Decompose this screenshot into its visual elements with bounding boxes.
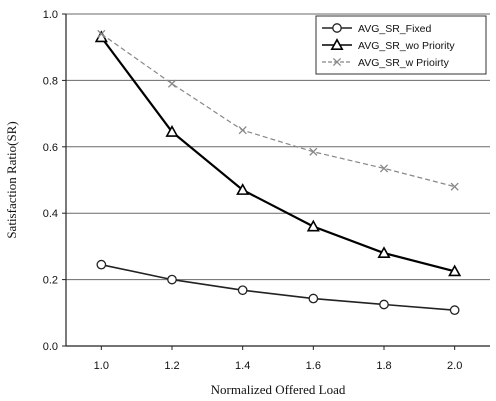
x-tick-label: 1.2 bbox=[164, 360, 179, 372]
data-point bbox=[379, 164, 389, 173]
legend-entry: AVG_SR_wo Priority bbox=[322, 38, 455, 52]
y-tick-label: 0.0 bbox=[43, 341, 58, 353]
data-point bbox=[379, 299, 389, 310]
data-point bbox=[167, 79, 177, 88]
x-tick-label: 1.6 bbox=[306, 360, 321, 372]
series-line bbox=[100, 36, 455, 273]
data-point bbox=[97, 29, 106, 38]
data-point bbox=[165, 125, 179, 137]
y-tick-label: 0.2 bbox=[43, 275, 58, 287]
series-3 bbox=[97, 29, 459, 191]
y-tick-label: 0.4 bbox=[43, 208, 58, 220]
legend-label: AVG_SR_w Prioirty bbox=[358, 57, 450, 69]
series-layer bbox=[94, 29, 462, 315]
legend-marker bbox=[330, 38, 344, 50]
x-tick-label: 1.8 bbox=[376, 360, 391, 372]
data-point bbox=[450, 182, 459, 191]
series-line bbox=[101, 263, 455, 311]
data-point bbox=[448, 264, 462, 277]
data-point bbox=[238, 126, 247, 135]
legend-marker bbox=[332, 23, 342, 33]
axes-layer: 0.0 0.2 0.4 0.6 0.8 1.0 1.0 1.2 1.4 1.6 1.8 2.0 bbox=[43, 9, 490, 372]
data-point bbox=[377, 246, 391, 259]
data-point bbox=[309, 147, 318, 156]
legend-marker bbox=[332, 57, 342, 67]
legend: AVG_SR_Fixed AVG_SR_wo Priority AVG_SR_w P… bbox=[315, 15, 487, 75]
x-tick-label: 1.4 bbox=[235, 360, 250, 372]
data-point bbox=[96, 259, 107, 270]
legend-label: AVG_SR_Fixed bbox=[358, 23, 431, 35]
legend-entry: AVG_SR_w Prioirty bbox=[322, 57, 450, 69]
x-tick-label: 2.0 bbox=[447, 360, 462, 372]
x-tick-label: 1.0 bbox=[94, 360, 109, 372]
legend-entry: AVG_SR_Fixed bbox=[322, 23, 431, 35]
y-tick-label: 1.0 bbox=[43, 9, 58, 21]
data-point bbox=[167, 274, 177, 285]
y-tick-label: 0.6 bbox=[43, 142, 58, 154]
data-point bbox=[306, 219, 320, 232]
data-point bbox=[236, 183, 250, 195]
legend-label: AVG_SR_wo Priority bbox=[358, 40, 455, 52]
series-line bbox=[100, 33, 455, 188]
grid-layer bbox=[66, 13, 490, 281]
data-point bbox=[449, 305, 460, 315]
y-tick-label: 0.8 bbox=[43, 75, 58, 87]
data-point bbox=[308, 293, 319, 304]
series-1 bbox=[96, 259, 460, 315]
y-axis-title: Satisfaction Ratio(SR) bbox=[4, 121, 19, 238]
x-axis-title: Normalized Offered Load bbox=[211, 382, 346, 397]
data-point bbox=[237, 285, 248, 296]
